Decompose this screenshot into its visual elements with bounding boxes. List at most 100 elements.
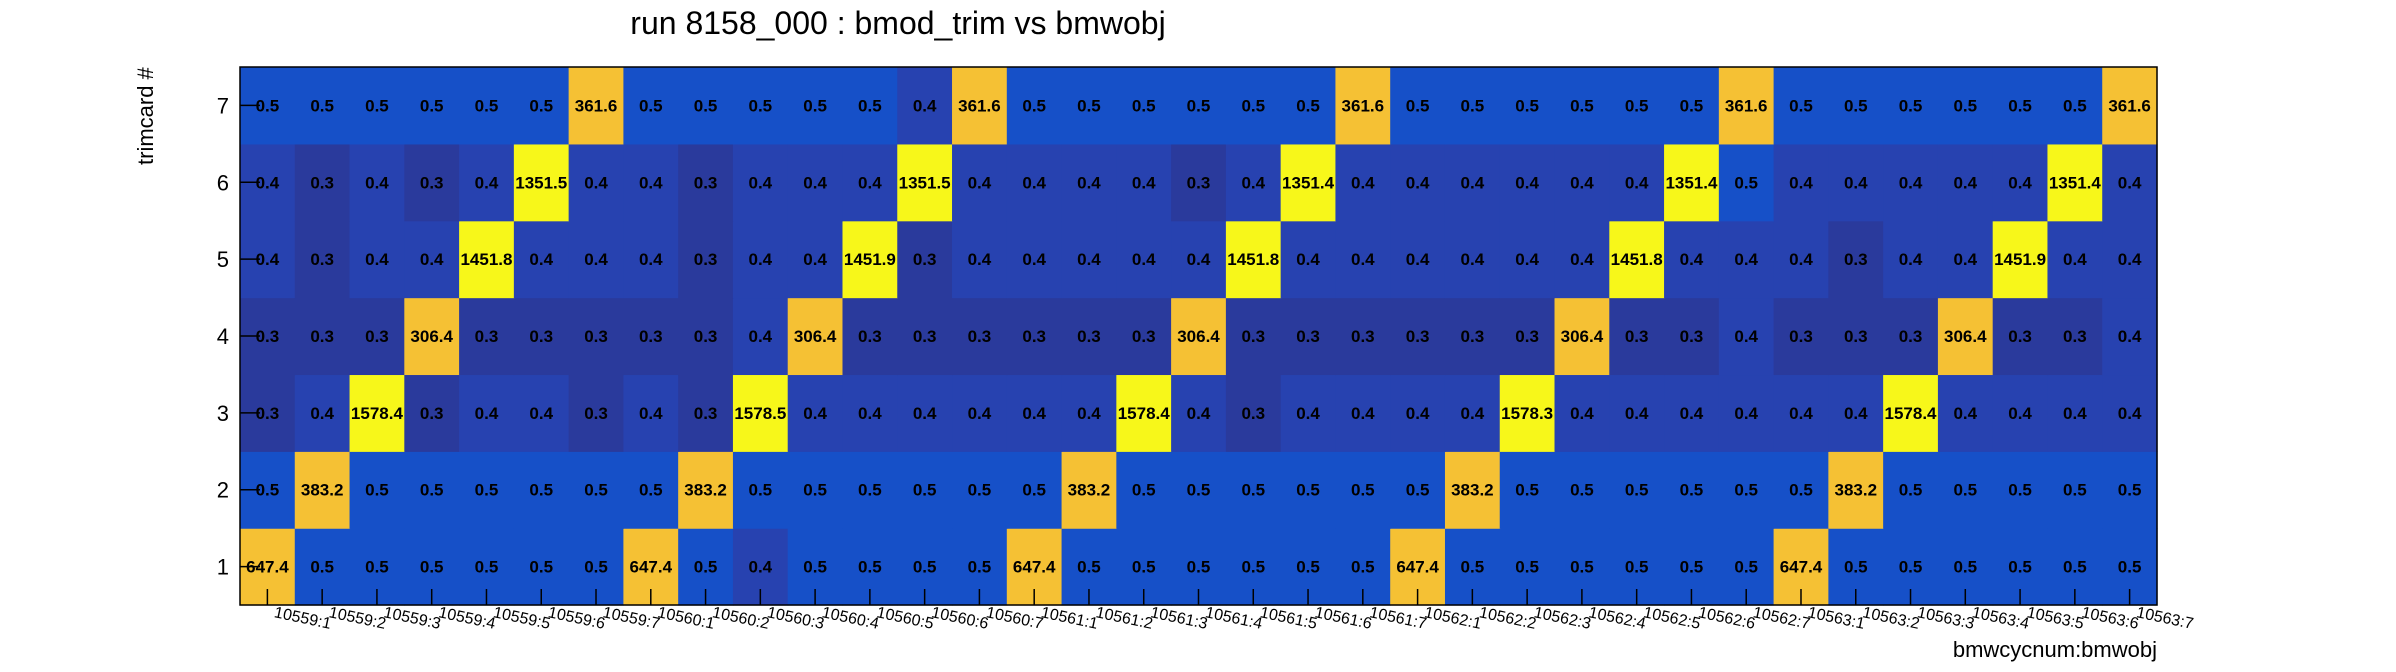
heatmap-cell: [1609, 67, 1665, 145]
cell-value-label: 0.5: [1241, 481, 1265, 500]
cell-value-label: 1578.3: [1501, 404, 1553, 423]
x-tick-label: 10560:6: [930, 604, 990, 633]
cell-value-label: 1351.5: [899, 173, 951, 192]
cell-value-label: 0.5: [420, 481, 444, 500]
x-tick-label: 10562:5: [1642, 604, 1702, 633]
cell-value-label: 0.4: [1570, 250, 1594, 269]
heatmap-cell: [1280, 67, 1337, 145]
heatmap-cell: [1280, 374, 1337, 452]
cell-value-label: 0.3: [1351, 327, 1375, 346]
x-tick-label: 10562:2: [1478, 604, 1538, 633]
heatmap-cell: [1664, 297, 1720, 376]
heatmap-cell: [1006, 374, 1063, 452]
heatmap-cell: [1718, 220, 1775, 299]
heatmap-cell: [1992, 143, 2049, 222]
cell-value-label: 0.5: [1187, 558, 1211, 577]
heatmap-cell: [294, 67, 351, 145]
y-tick-label: 3: [217, 401, 229, 426]
chart-title: run 8158_000 : bmod_trim vs bmwobj: [630, 5, 1165, 41]
cell-value-label: 306.4: [410, 327, 453, 346]
heatmap-cell: [1883, 220, 1939, 299]
cell-value-label: 1451.8: [460, 250, 512, 269]
heatmap-cell: [294, 143, 351, 222]
heatmap-cell: [513, 143, 570, 222]
heatmap-cell: [568, 220, 624, 299]
cell-value-label: 0.4: [1844, 404, 1868, 423]
cell-value-label: 0.5: [639, 96, 663, 115]
cell-value-label: 0.5: [1680, 96, 1704, 115]
x-tick-label: 10560:3: [765, 604, 825, 633]
axes: [239, 66, 2158, 606]
heatmap-cell: [1116, 451, 1172, 529]
heatmap-cell: [1664, 220, 1720, 299]
heatmap-cell: [1718, 451, 1775, 529]
cell-value-label: 0.4: [858, 404, 882, 423]
heatmap-cell: [2047, 143, 2103, 222]
cell-value-label: 0.5: [475, 481, 499, 500]
x-tick-label: 10563:4: [1970, 604, 2030, 633]
cell-value-label: 1578.4: [1885, 404, 1938, 423]
cell-value-label: 0.4: [1570, 173, 1594, 192]
x-tick-label: 10563:3: [1916, 604, 1976, 633]
cell-value-label: 0.4: [1296, 250, 1320, 269]
cell-value-label: 0.4: [584, 250, 608, 269]
cell-value-label: 0.3: [1187, 173, 1211, 192]
heatmap-cell: [294, 374, 351, 452]
cell-value-label: 0.5: [1132, 96, 1156, 115]
heatmap-cell: [513, 67, 570, 145]
cell-value-label: 0.4: [2063, 250, 2087, 269]
heatmap-cell: [1006, 143, 1063, 222]
cell-value-label: 0.5: [858, 558, 882, 577]
heatmap-cell: [459, 297, 515, 376]
cell-value-label: 0.4: [1077, 404, 1101, 423]
heatmap-cell: [787, 374, 844, 452]
cell-value-label: 0.4: [1680, 250, 1704, 269]
heatmap-cell: [1773, 374, 1829, 452]
cell-value-label: 0.3: [858, 327, 882, 346]
heatmap-cell: [732, 451, 789, 529]
heatmap-cell: [1390, 451, 1446, 529]
heatmap-cell: [1664, 451, 1720, 529]
heatmap-cell: [1116, 297, 1172, 376]
heatmap-cell: [1609, 451, 1665, 529]
cell-value-label: 0.3: [365, 327, 389, 346]
cell-value-label: 0.5: [1406, 481, 1430, 500]
cell-value-label: 0.4: [1187, 404, 1211, 423]
heatmap-cell: [842, 67, 898, 145]
x-tick-label: 10560:7: [985, 604, 1045, 633]
heatmap-cell: [623, 67, 679, 145]
heatmap-cell: [1280, 220, 1337, 299]
cell-value-label: 383.2: [1834, 481, 1877, 500]
cell-value-label: 0.5: [420, 96, 444, 115]
heatmap-cell: [1225, 297, 1282, 376]
heatmap-cell: [1444, 451, 1501, 529]
cell-value-label: 0.4: [420, 250, 444, 269]
cell-value-label: 0.5: [1680, 558, 1704, 577]
heatmap-cell: [1992, 297, 2049, 376]
x-tick-label: 10563:7: [2135, 604, 2195, 633]
heatmap-cell: [1006, 67, 1063, 145]
heatmap-cell: [2102, 220, 2158, 299]
heatmap-cell: [1992, 220, 2049, 299]
cell-value-label: 0.5: [365, 96, 389, 115]
cell-value-label: 0.5: [256, 96, 280, 115]
cell-value-label: 0.5: [256, 481, 280, 500]
cell-value-label: 1451.8: [1227, 250, 1279, 269]
cell-value-label: 0.5: [1515, 481, 1539, 500]
x-tick-label: 10563:1: [1806, 604, 1866, 633]
cell-value-label: 0.5: [913, 481, 937, 500]
heatmap-cell: [1499, 143, 1556, 222]
cell-value-label: 0.4: [1789, 250, 1813, 269]
cell-value-label: 0.5: [2008, 558, 2032, 577]
cell-value-label: 0.5: [2008, 481, 2032, 500]
cell-value-label: 0.4: [1461, 173, 1485, 192]
heatmap-cell: [623, 374, 679, 452]
cell-value-label: 1451.8: [1611, 250, 1663, 269]
heatmap-cell: [294, 451, 351, 529]
cell-value-label: 0.3: [1241, 404, 1265, 423]
heatmap-cell: [1554, 220, 1610, 299]
heatmap-cell: [1718, 143, 1775, 222]
heatmap-cell: [568, 451, 624, 529]
heatmap-cell: [1828, 143, 1884, 222]
cell-value-label: 0.3: [1625, 327, 1649, 346]
